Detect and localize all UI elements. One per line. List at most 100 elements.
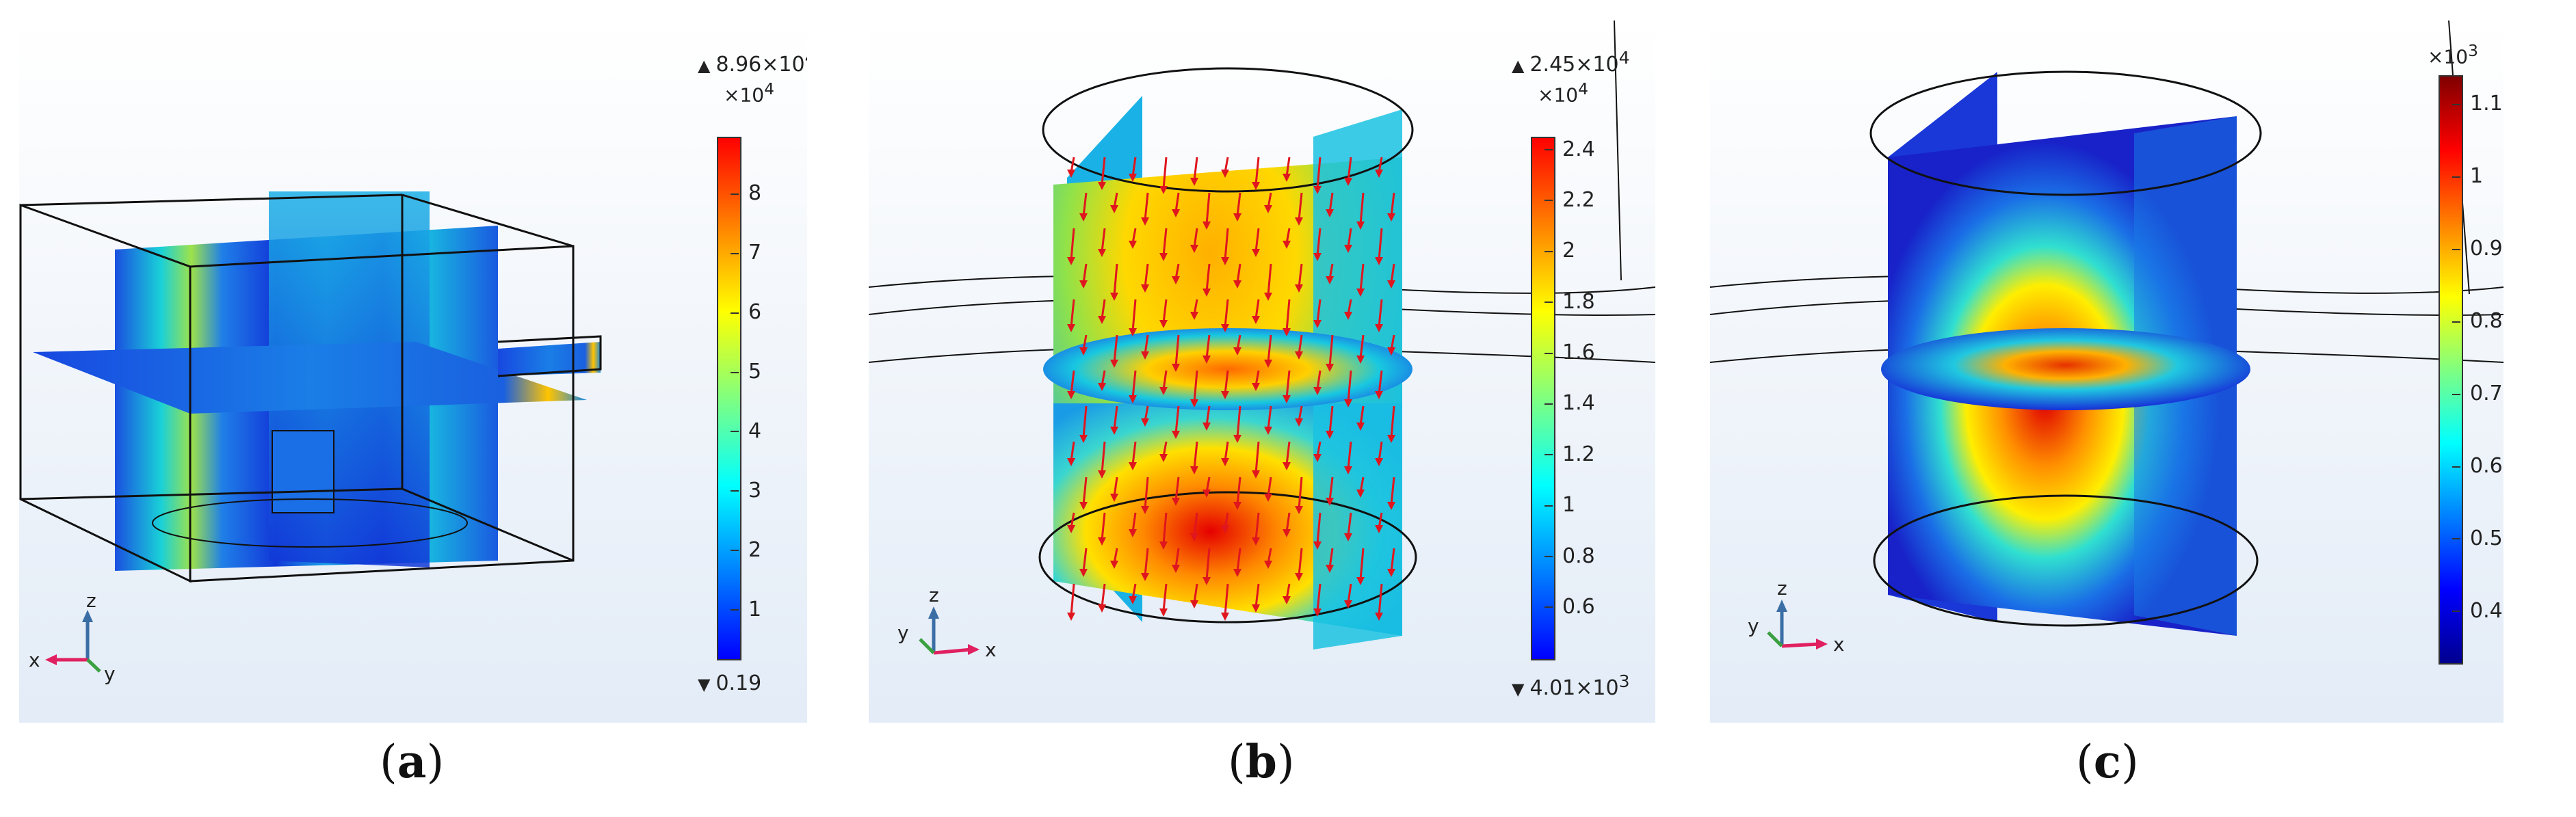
velocity-arrow	[1101, 583, 1106, 608]
colorbar-tick-label: 1	[1544, 493, 1576, 518]
axis-z-label: z	[929, 584, 939, 606]
velocity-arrow-head	[1190, 600, 1198, 608]
velocity-arrow	[1267, 405, 1272, 430]
velocity-arrow	[1101, 441, 1106, 474]
velocity-arrow	[1254, 299, 1260, 319]
panel-c: z x y ×103 1.1 1 0.9 0.8 0.7 0.6 0.5 0.4	[1710, 21, 2503, 723]
velocity-arrow	[1378, 299, 1383, 327]
velocity-arrow	[1347, 157, 1352, 181]
colorbar-tick-label: 3	[730, 478, 762, 503]
velocity-arrow-head	[1202, 577, 1211, 585]
velocity-arrow	[1285, 370, 1291, 399]
panel-b: z x y ▲ 2.45×104 ×104 2.4 2.2 2 1.8 1.6 1.4 1.2…	[869, 21, 1655, 723]
velocity-arrow	[1285, 299, 1291, 332]
velocity-arrow-head	[1283, 596, 1291, 604]
colorbar-tick-label: 1.8	[1545, 289, 1595, 314]
velocity-arrow	[1347, 441, 1352, 470]
domain-wireframe	[19, 193, 602, 583]
axis-y-label: y	[104, 662, 116, 685]
simulation-view-b: z x y	[869, 21, 1655, 661]
velocity-arrow-head	[1202, 423, 1211, 431]
velocity-arrow	[1144, 477, 1149, 509]
velocity-arrow-head	[1313, 320, 1322, 328]
impeller-shaft	[272, 430, 334, 513]
velocity-arrow-head	[1159, 387, 1168, 395]
velocity-arrow	[1316, 583, 1322, 612]
colorbar-gradient	[2439, 75, 2463, 665]
velocity-arrow-head	[1067, 170, 1075, 178]
velocity-arrow	[1193, 441, 1198, 470]
colorbar-tick-label: 0.6	[2452, 454, 2503, 478]
axis-y-label: y	[1748, 615, 1759, 637]
panel-label-a: (a)	[380, 735, 445, 788]
velocity-arrow	[1162, 512, 1168, 545]
velocity-arrow-head	[1221, 391, 1229, 399]
velocity-arrow-head	[1356, 490, 1365, 498]
velocity-arrow	[1298, 334, 1303, 355]
velocity-arrow-head	[1233, 280, 1241, 289]
velocity-arrow-head	[1172, 209, 1180, 217]
velocity-arrow-head	[1190, 245, 1198, 253]
velocity-arrow-head	[1356, 577, 1365, 585]
colorbar-tick-label: 2	[730, 537, 762, 562]
velocity-arrow	[1390, 405, 1395, 438]
velocity-arrow-head	[1098, 537, 1106, 546]
velocity-arrow-head	[1295, 351, 1303, 360]
colorbar-tick-label: 0.4	[2452, 598, 2503, 623]
velocity-arrow-head	[1283, 328, 1291, 336]
velocity-arrow	[1224, 299, 1229, 327]
horizontal-slice	[1881, 328, 2250, 410]
velocity-arrow-head	[1313, 186, 1322, 194]
velocity-arrow	[1205, 334, 1211, 359]
velocity-arrow	[1205, 263, 1211, 292]
velocity-arrow	[1144, 263, 1149, 288]
velocity-arrow-head	[1129, 462, 1137, 470]
colorbar-tick-label: 1.2	[1545, 442, 1595, 466]
colorbar-tick-label: 0.6	[1545, 594, 1595, 619]
velocity-arrow	[1328, 548, 1334, 568]
velocity-arrow	[1347, 512, 1352, 537]
velocity-arrow	[1236, 192, 1241, 217]
velocity-arrow-head	[1079, 280, 1088, 289]
velocity-arrow-head	[1387, 502, 1395, 510]
velocity-arrow-head	[1283, 529, 1291, 537]
velocity-arrow	[1162, 299, 1168, 323]
velocity-arrow-head	[1264, 494, 1272, 502]
velocity-arrow	[1254, 228, 1260, 252]
colorbar-b: ▲ 2.45×104 ×104 2.4 2.2 2 1.8 1.6 1.4 1.2 1 0.8 0.…	[1512, 48, 1655, 700]
velocity-arrow-head	[1313, 454, 1322, 462]
velocity-arrow-head	[1252, 537, 1260, 546]
velocity-arrow-head	[1159, 454, 1168, 462]
velocity-arrow-head	[1141, 351, 1149, 360]
horizontal-slice	[1043, 328, 1412, 410]
velocity-arrow	[1359, 263, 1365, 292]
velocity-arrow-head	[1233, 435, 1241, 443]
velocity-arrow-head	[1221, 324, 1229, 332]
velocity-arrow	[1359, 548, 1365, 580]
velocity-arrow-head	[1252, 383, 1260, 391]
velocity-arrow	[1254, 583, 1260, 608]
velocity-arrow-head	[1079, 347, 1088, 356]
velocity-arrow-head	[1079, 502, 1088, 510]
cylinder-outline	[1869, 70, 2262, 627]
velocity-arrow-head	[1172, 431, 1180, 439]
velocity-arrow-head	[1313, 608, 1322, 617]
velocity-arrow	[1193, 512, 1198, 537]
velocity-arrow	[1298, 477, 1303, 509]
velocity-arrow	[1131, 299, 1137, 332]
velocity-arrow-head	[1129, 241, 1137, 249]
velocity-arrow-head	[1233, 569, 1241, 577]
velocity-arrow-head	[1326, 209, 1334, 217]
velocity-arrows	[1067, 157, 1395, 621]
velocity-arrow	[1316, 228, 1322, 256]
velocity-arrow	[1131, 512, 1137, 533]
velocity-arrow-head	[1172, 364, 1180, 372]
velocity-arrow	[1205, 192, 1211, 225]
velocity-arrow	[1082, 477, 1088, 505]
velocity-arrow-head	[1252, 604, 1260, 613]
velocity-arrow	[1254, 441, 1260, 474]
velocity-arrow	[1131, 157, 1137, 177]
velocity-arrow-head	[1344, 533, 1352, 541]
velocity-arrow-head	[1190, 399, 1198, 407]
velocity-arrow-head	[1295, 418, 1303, 427]
